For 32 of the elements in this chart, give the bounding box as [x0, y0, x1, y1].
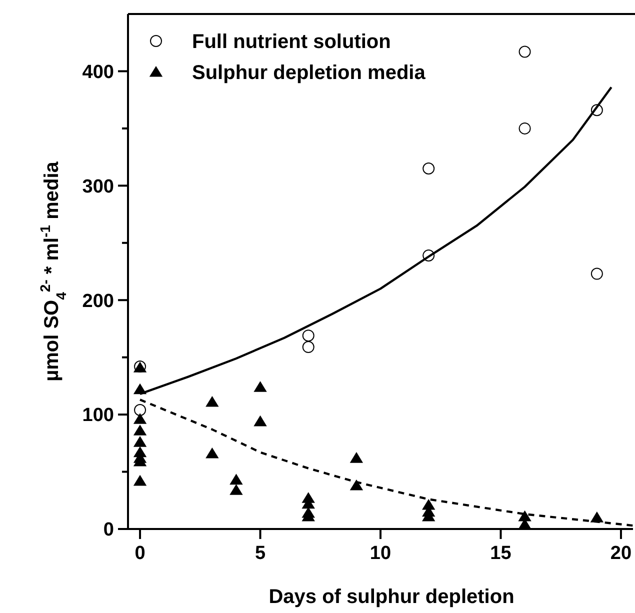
point — [134, 404, 146, 416]
point — [350, 452, 364, 463]
point — [133, 413, 147, 424]
point — [206, 447, 219, 458]
point — [133, 424, 147, 436]
y-tick-label: 100 — [82, 405, 114, 426]
point — [302, 341, 314, 354]
y-tick-label: 400 — [82, 62, 114, 83]
y-tick-label: 0 — [103, 520, 114, 541]
point — [518, 46, 531, 58]
point — [254, 415, 267, 426]
point — [206, 396, 219, 407]
y-tick-label: 300 — [82, 176, 114, 198]
x-tick-label: 5 — [254, 543, 266, 564]
y-tick-label: 200 — [82, 290, 114, 312]
x-tick-label: 20 — [610, 543, 632, 564]
point — [590, 268, 603, 280]
point — [518, 122, 531, 134]
point — [422, 162, 435, 174]
legend-label: Sulphur depletion media — [192, 62, 426, 84]
point — [133, 436, 147, 447]
point — [350, 480, 364, 490]
point — [230, 474, 243, 485]
point — [302, 330, 314, 342]
x-axis-title: Days of sulphur depletion — [268, 586, 514, 608]
legend-label: Full nutrient solution — [192, 31, 391, 53]
point — [133, 474, 147, 486]
x-tick-label: 0 — [134, 543, 146, 564]
point — [230, 484, 243, 495]
point — [254, 381, 267, 392]
x-tick-label: 10 — [370, 543, 392, 564]
x-tick-label: 15 — [490, 543, 512, 564]
